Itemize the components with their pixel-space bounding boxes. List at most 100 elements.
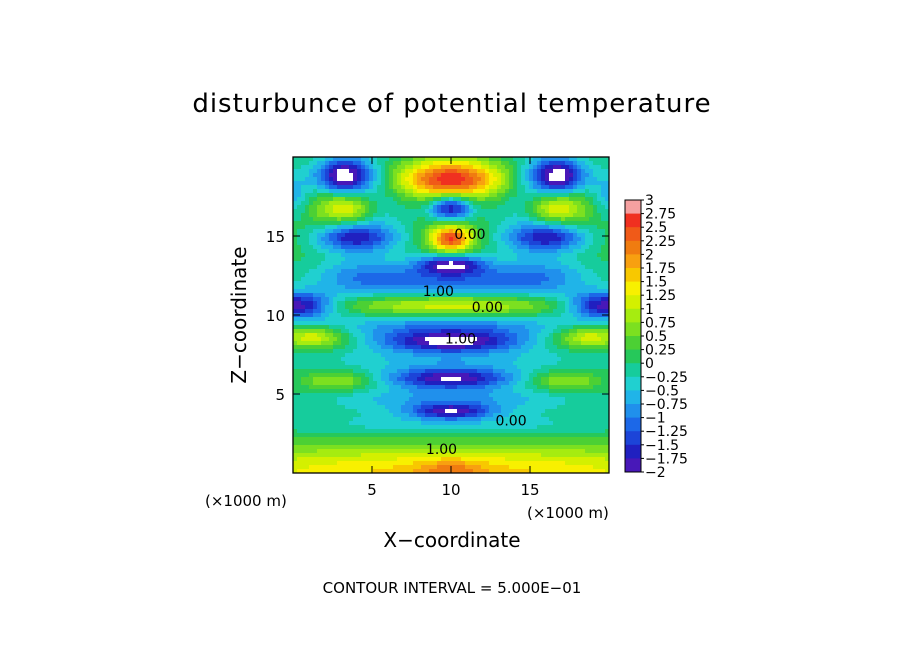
heatmap-cell [449, 309, 454, 314]
heatmap-cell [373, 245, 378, 250]
heatmap-cell [325, 365, 330, 370]
heatmap-cell [469, 285, 474, 290]
heatmap-cell [321, 201, 326, 206]
heatmap-cell [513, 209, 518, 214]
heatmap-cell [545, 305, 550, 310]
heatmap-cell [425, 197, 430, 202]
heatmap-cell [577, 357, 582, 362]
heatmap-cell [321, 377, 326, 382]
heatmap-cell [569, 197, 574, 202]
heatmap-cell [421, 237, 426, 242]
heatmap-cell [313, 205, 318, 210]
heatmap-cell [433, 325, 438, 330]
heatmap-cell [449, 337, 454, 342]
heatmap-cell [341, 253, 346, 258]
heatmap-cell [409, 157, 414, 162]
heatmap-cell [541, 209, 546, 214]
heatmap-cell [377, 173, 382, 178]
heatmap-cell [477, 229, 482, 234]
heatmap-cell [325, 189, 330, 194]
heatmap-cell [517, 209, 522, 214]
heatmap-cell [301, 189, 306, 194]
heatmap-cell [405, 261, 410, 266]
heatmap-row [293, 277, 609, 282]
heatmap-cell [497, 257, 502, 262]
heatmap-cell [473, 257, 478, 262]
heatmap-cell [533, 193, 538, 198]
heatmap-cell [337, 329, 342, 334]
heatmap-cell [365, 345, 370, 350]
heatmap-cell [361, 357, 366, 362]
heatmap-cell [557, 173, 562, 178]
heatmap-cell [445, 185, 450, 190]
heatmap-cell [413, 309, 418, 314]
heatmap-cell [573, 197, 578, 202]
heatmap-cell [357, 161, 362, 166]
heatmap-cell [465, 233, 470, 238]
heatmap-cell [425, 185, 430, 190]
heatmap-cell [445, 397, 450, 402]
heatmap-cell [517, 341, 522, 346]
heatmap-row [293, 389, 609, 394]
heatmap-cell [573, 389, 578, 394]
heatmap-cell [569, 313, 574, 318]
heatmap-cell [517, 377, 522, 382]
heatmap-cell [505, 173, 510, 178]
heatmap-cell [297, 161, 302, 166]
heatmap-cell [345, 309, 350, 314]
heatmap-cell [601, 245, 606, 250]
heatmap-cell [293, 385, 298, 390]
heatmap-cell [293, 245, 298, 250]
heatmap-cell [573, 369, 578, 374]
heatmap-cell [333, 209, 338, 214]
heatmap-cell [305, 269, 310, 274]
heatmap-cell [353, 225, 358, 230]
heatmap-cell [325, 389, 330, 394]
heatmap-cell [345, 229, 350, 234]
heatmap-cell [409, 245, 414, 250]
heatmap-cell [601, 341, 606, 346]
heatmap-cell [417, 189, 422, 194]
heatmap-cell [505, 269, 510, 274]
heatmap-cell [313, 249, 318, 254]
heatmap-cell [385, 193, 390, 198]
heatmap-cell [489, 281, 494, 286]
heatmap-cell [425, 245, 430, 250]
heatmap-cell [497, 349, 502, 354]
heatmap-cell [357, 341, 362, 346]
heatmap-cell [497, 393, 502, 398]
heatmap-cell [537, 353, 542, 358]
heatmap-cell [469, 245, 474, 250]
heatmap-cell [461, 397, 466, 402]
heatmap-cell [365, 241, 370, 246]
heatmap-cell [501, 161, 506, 166]
heatmap-cell [581, 305, 586, 310]
heatmap-cell [485, 397, 490, 402]
heatmap-cell [465, 285, 470, 290]
heatmap-cell [297, 377, 302, 382]
heatmap-cell [549, 257, 554, 262]
heatmap-cell [577, 369, 582, 374]
heatmap-cell [585, 213, 590, 218]
heatmap-cell [501, 221, 506, 226]
heatmap-cell [469, 177, 474, 182]
heatmap-cell [301, 245, 306, 250]
heatmap-cell [457, 397, 462, 402]
heatmap-cell [493, 337, 498, 342]
heatmap-cell [393, 213, 398, 218]
heatmap-cell [345, 213, 350, 218]
heatmap-cell [405, 205, 410, 210]
heatmap-cell [369, 353, 374, 358]
heatmap-cell [421, 277, 426, 282]
heatmap-cell [441, 333, 446, 338]
heatmap-cell [349, 285, 354, 290]
heatmap-cell [333, 237, 338, 242]
heatmap-cell [605, 329, 609, 334]
heatmap-cell [345, 157, 350, 162]
heatmap-cell [337, 401, 342, 406]
heatmap-cell [385, 253, 390, 258]
heatmap-cell [569, 349, 574, 354]
heatmap-cell [433, 321, 438, 326]
heatmap-cell [489, 253, 494, 258]
heatmap-cell [517, 313, 522, 318]
